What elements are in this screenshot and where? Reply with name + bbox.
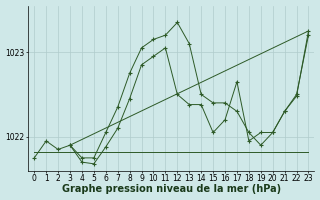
X-axis label: Graphe pression niveau de la mer (hPa): Graphe pression niveau de la mer (hPa) <box>62 184 281 194</box>
